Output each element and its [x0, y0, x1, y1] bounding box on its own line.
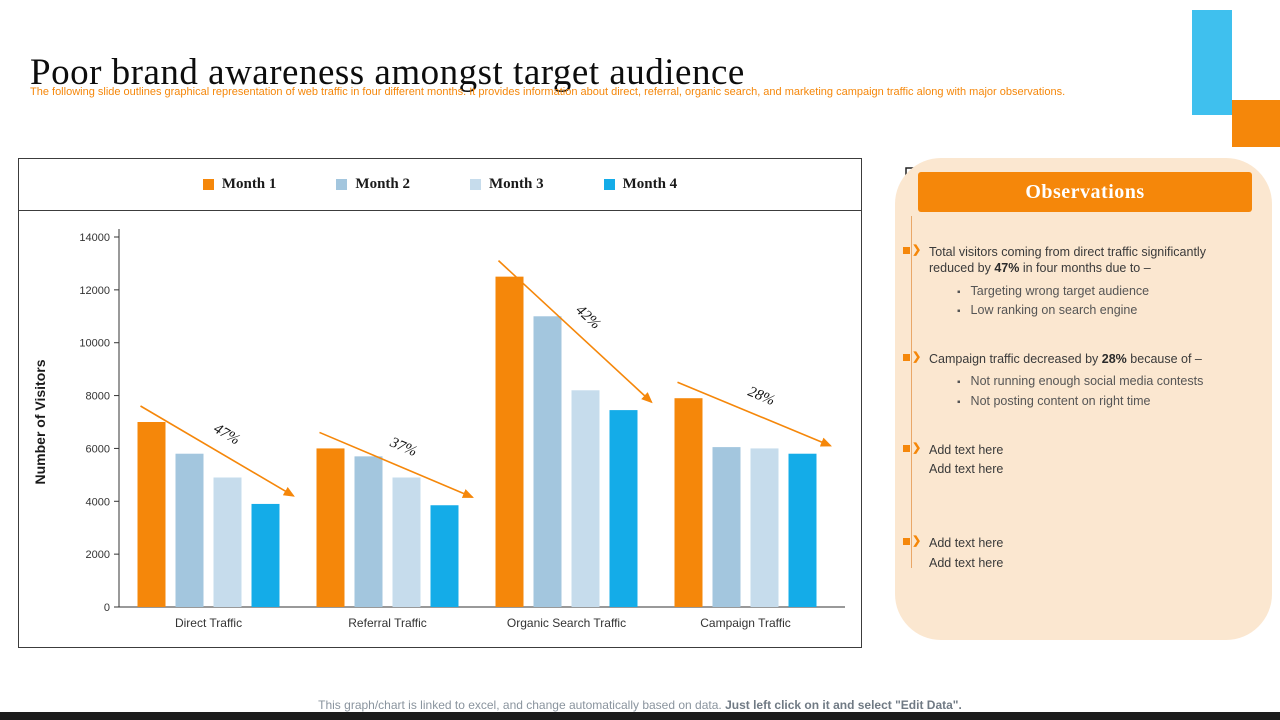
legend-label: Month 2 [355, 176, 410, 192]
chevron-bullet-icon: ❯ [903, 442, 929, 454]
page-title: Poor brand awareness amongst target audi… [30, 51, 745, 93]
bar-month-1-referral-traffic [316, 448, 345, 607]
footer-note-text: This graph/chart is linked to excel, and… [318, 698, 726, 712]
bar-month-2-direct-traffic [175, 453, 204, 607]
decline-percentage-label: 42% [572, 302, 603, 332]
decline-percentage-label: 28% [746, 384, 778, 409]
observation-sub-list: Not running enough social media contests… [929, 373, 1250, 409]
slide-subtitle: The following slide outlines graphical r… [30, 86, 1066, 98]
bar-month-2-organic-search-traffic [533, 316, 562, 607]
observation-item-4: ❯ Add text here Add text here [903, 535, 1250, 571]
observation-item-1: ❯ Total visitors coming from direct traff… [903, 244, 1250, 321]
legend-label: Month 4 [622, 176, 678, 192]
x-category-label: Campaign Traffic [700, 616, 791, 630]
bar-month-4-referral-traffic [430, 505, 459, 607]
bar-month-3-organic-search-traffic [571, 390, 600, 607]
bar-month-3-campaign-traffic [750, 448, 779, 607]
observations-panel: Observations ❯ Total visitors coming from… [895, 158, 1272, 640]
decline-percentage-label: 47% [211, 421, 243, 449]
legend-item-month-2: Month 2 [336, 176, 410, 193]
observation-item-2: ❯ Campaign traffic decreased by 28% becau… [903, 351, 1250, 412]
legend-item-month-1: Month 1 [202, 176, 277, 193]
bar-month-4-campaign-traffic [788, 453, 817, 607]
chevron-bullet-icon: ❯ [903, 351, 929, 363]
observation-sub-item: Not running enough social media contests [957, 373, 1250, 389]
observation-sub-item: Targeting wrong target audience [957, 283, 1250, 299]
bar-month-2-campaign-traffic [712, 447, 741, 607]
observation-text[interactable]: Add text here Add text here [929, 536, 1004, 570]
y-axis-title: Number of Visitors [32, 359, 48, 484]
chevron-bullet-icon: ❯ [903, 244, 929, 256]
footer-note-bold: Just left click on it and select "Edit D… [725, 698, 962, 712]
y-tick-label: 10000 [79, 338, 110, 350]
decline-arrow [677, 381, 832, 447]
y-tick-label: 4000 [86, 496, 110, 508]
legend-swatch-icon [470, 179, 481, 190]
legend-swatch-icon [202, 179, 214, 190]
bar-month-1-organic-search-traffic [495, 276, 524, 607]
legend-item-month-3: Month 3 [470, 176, 544, 193]
bar-month-1-campaign-traffic [674, 398, 703, 607]
legend-item-month-4: Month 4 [603, 176, 678, 193]
y-tick-label: 12000 [79, 285, 110, 297]
chart-legend: Month 1 Month 2 Month 3 Month 4 [19, 159, 861, 211]
decline-arrow [497, 260, 653, 404]
bar-month-2-referral-traffic [354, 456, 383, 607]
observation-sub-list: Targeting wrong target audience Low ranki… [929, 283, 1250, 319]
y-tick-label: 8000 [86, 391, 110, 403]
y-tick-label: 14000 [79, 232, 110, 244]
bar-month-4-direct-traffic [251, 503, 280, 607]
observation-item-3: ❯ Add text here Add text here [903, 442, 1250, 478]
observations-connector-line [911, 216, 912, 568]
slide-bottom-bar [0, 712, 1280, 720]
chevron-bullet-icon: ❯ [903, 535, 929, 547]
observations-header: Observations [918, 172, 1252, 212]
legend-label: Month 1 [221, 176, 277, 192]
bar-month-1-direct-traffic [137, 422, 166, 607]
decorative-orange-rectangle [1232, 100, 1280, 147]
decline-percentage-label: 37% [387, 434, 419, 460]
bar-month-3-direct-traffic [213, 477, 242, 607]
legend-label: Month 3 [489, 176, 544, 192]
observation-sub-item: Not posting content on right time [957, 393, 1250, 409]
observation-text[interactable]: Campaign traffic decreased by 28% becaus… [929, 351, 1250, 412]
slide-footer-note: This graph/chart is linked to excel, and… [0, 698, 1280, 712]
y-tick-label: 0 [104, 602, 110, 614]
y-tick-label: 2000 [86, 549, 110, 561]
bar-month-3-referral-traffic [392, 477, 421, 607]
x-category-label: Direct Traffic [175, 616, 242, 630]
decline-arrow [319, 431, 474, 498]
observation-sub-item: Low ranking on search engine [957, 302, 1250, 318]
observation-text[interactable]: Add text here Add text here [929, 442, 1004, 476]
bar-month-4-organic-search-traffic [609, 410, 638, 607]
decline-arrow [140, 405, 295, 497]
y-tick-label: 6000 [86, 443, 110, 455]
x-category-label: Referral Traffic [348, 616, 426, 630]
x-category-label: Organic Search Traffic [507, 616, 626, 630]
traffic-bar-chart[interactable]: 0 2000 4000 6000 8000 10000 12000 14000 Number o… [19, 211, 861, 647]
observation-text[interactable]: Total visitors coming from direct traffi… [929, 244, 1250, 321]
legend-swatch-icon [336, 179, 348, 190]
decorative-cyan-rectangle [1192, 10, 1232, 115]
observations-list: ❯ Total visitors coming from direct traff… [903, 244, 1250, 601]
legend-swatch-icon [603, 179, 615, 190]
traffic-chart-panel[interactable]: Month 1 Month 2 Month 3 Month 4 0 2000 4000 60… [18, 158, 862, 648]
